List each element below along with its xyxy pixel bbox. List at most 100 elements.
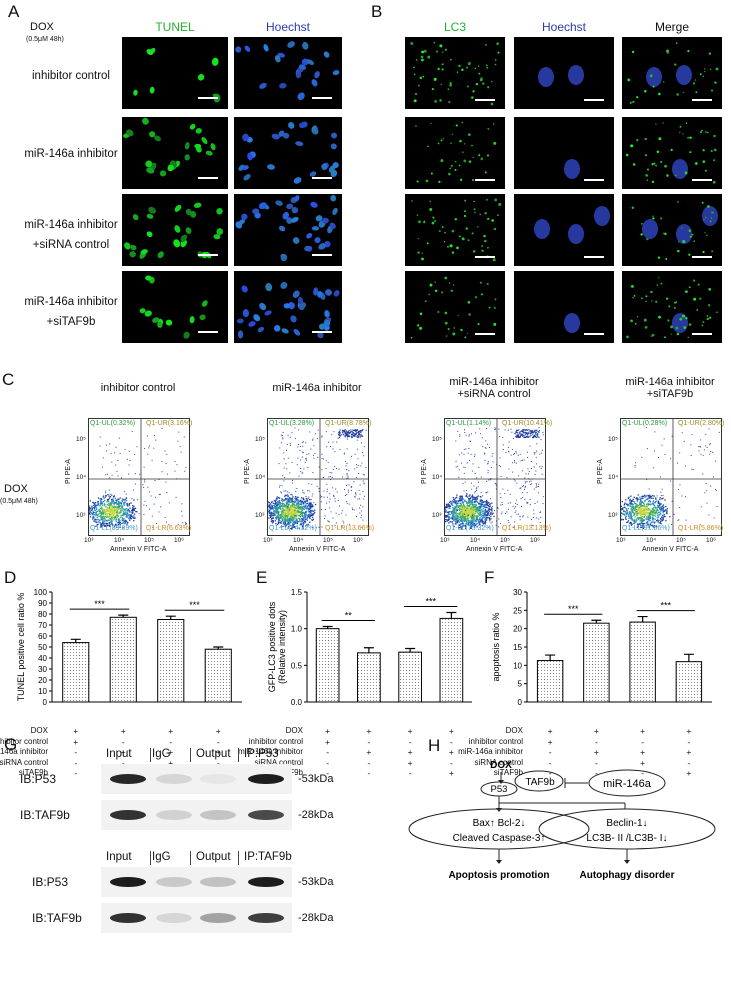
micrograph-a-hoechst-3 [234,194,342,266]
chart-e: 0.0 0.5 1.0 1.5 GFP-LC3 positive dots (Relati… [267,588,472,707]
table-d-mark-4-0: - [74,768,78,778]
blot2-lane-3: Output [196,851,231,863]
table-f-mark-0-3: + [686,726,692,736]
flow-title-3: miR-146a inhibitor +siRNA control [449,376,539,400]
table-d-label-1: inhibitor control [0,736,48,746]
flow-ytick-4-0: 10³ [608,512,618,519]
chart-f-sig-2: *** [660,601,671,611]
chart-f-bar-3 [629,621,656,703]
micrograph-a-tunel-3 [122,194,228,266]
table-f-mark-1-2: - [641,736,645,747]
chart-d-sig-1: *** [94,599,105,609]
row-label-a3: miR-146a inhibitor +siRNA control [24,219,118,251]
table-e-mark-1-0: + [325,736,331,747]
table-e-mark-0-2: + [407,726,413,736]
chart-e-bar-2 [357,652,381,703]
chart-d-ytick-1: 10 [38,687,47,696]
flow-ytick-2-1: 10⁴ [255,474,266,481]
lane-divider [190,851,191,865]
chart-d: 0 10 20 30 40 50 60 70 80 90 100 TUNEL positive cel… [16,588,242,707]
chart-e-errorbar-3 [405,647,416,653]
chart-f-ytick-1: 5 [518,680,523,689]
table-f-mark-4-0: - [548,768,552,778]
col-header-tunel: TUNEL [155,20,195,34]
table-e-mark-2-2: + [407,747,413,757]
table-d-mark-1-3: - [216,736,220,747]
table-e-mark-2-1: + [366,747,372,757]
flow-ylabel-3: PI PE-A [420,459,428,484]
quad-ll-2: Q1-LL(74.32%) [269,525,317,532]
chart-d-ytick-9: 90 [38,599,47,608]
chart-d-ylabel: TUNEL positive cell ratio % [16,593,26,702]
table-d-mark-1-1: - [121,736,125,747]
quad-ll-1: Q1-LL(89.89%) [90,525,138,532]
chart-f-bar-1 [536,660,564,703]
blot2-lane-2: IgG [152,851,171,863]
chart-d-ytick-0: 0 [43,698,48,707]
chart-f-ytick-3: 15 [513,643,522,652]
flow-ylabel-1: PI PE-A [64,459,72,484]
taf9b-ellipse [514,770,564,792]
lane-divider [150,851,151,865]
col-header-hoechst-b: Hoechst [541,20,587,34]
blot1-lane-1: Input [106,748,132,760]
quad-ur-2: Q1-UR(8.78%) [325,420,372,427]
flow-xtick-4-1: 10⁴ [646,537,657,544]
table-d-mark-0-3: + [215,726,221,736]
table-d-mark-0-1: + [120,726,126,736]
flow-ytick-4-1: 10⁴ [608,474,619,481]
quad-lr-3: Q1-LR(13.13%) [502,525,552,532]
panel-letter-a: A [8,2,20,21]
blot1-strip-1 [101,764,292,794]
h-p53: P53 [491,784,508,795]
row-label-a4: miR-146a inhibitor +siTAF9b [24,296,118,328]
table-f-mark-0-2: + [640,726,646,736]
micrograph-b-merge-1 [622,37,722,109]
flow-title-1: inhibitor control [100,382,176,394]
table-f-mark-2-0: - [548,747,552,757]
blot1-lane-4: IP:P53 [244,748,279,760]
chart-e-bar-1 [315,628,340,703]
table-f-mark-1-1: - [594,736,598,747]
flow-ytick-3-0: 10³ [432,512,442,519]
flow-ytick-4-2: 10⁵ [608,436,618,443]
table-e-mark-0-3: + [448,726,454,736]
chart-e-sig-2: *** [425,597,436,607]
flow-xtick-2-3: 10⁶ [353,537,363,544]
table-d-label-2: miR-146a inhibitor [0,747,48,756]
chart-e-errorbar-4 [446,611,457,619]
chart-d-ytick-4: 40 [38,654,47,663]
chart-f-errorbar-2 [591,619,602,624]
h-dox: DOX [490,760,512,771]
flow-ylabel-2: PI PE-A [243,459,251,484]
h-outcome-right: Autophagy disorder [579,870,674,881]
quad-lr-4: Q1-LR(5.86%) [678,525,724,532]
table-f-mark-4-2: - [641,768,645,778]
table-d-mark-2-0: - [74,747,78,757]
table-e-mark-1-3: - [449,736,453,747]
h-left-line1: Bax↑ Bcl-2↓ [473,818,526,829]
chart-f-errorbar-1 [545,654,556,661]
chart-d-ytick-8: 80 [38,610,47,619]
chart-d-bar-4 [204,648,232,703]
dox-dose-c: (0.5μM 48h) [0,498,38,505]
flow-xtick-2-1: 10⁴ [293,537,304,544]
table-d-label-3: siRNA control [0,757,48,767]
chart-d-ytick-3: 30 [38,665,47,674]
chart-f-bar-2 [583,622,610,703]
blot1-kda-1: -53kDa [298,773,334,785]
chart-f-ytick-2: 10 [513,661,522,670]
chart-d-errorbar-3 [165,615,176,620]
table-e-mark-4-0: - [326,768,330,778]
chart-e-ylabel2: (Relative intensity) [277,610,287,684]
chart-d-bar-2 [109,616,137,703]
chart-f-ytick-0: 0 [518,698,523,707]
chart-d-errorbar-2 [118,614,129,618]
table-e-mark-0-1: + [366,726,372,736]
table-e-label-1: inhibitor control [248,736,303,746]
chart-f-ytick-6: 30 [513,588,522,597]
flow-xtick-4-0: 10³ [616,537,626,544]
dox-label-c: DOX [4,483,28,495]
table-e-mark-3-2: + [407,757,413,768]
mir146a-ellipse [588,769,666,797]
